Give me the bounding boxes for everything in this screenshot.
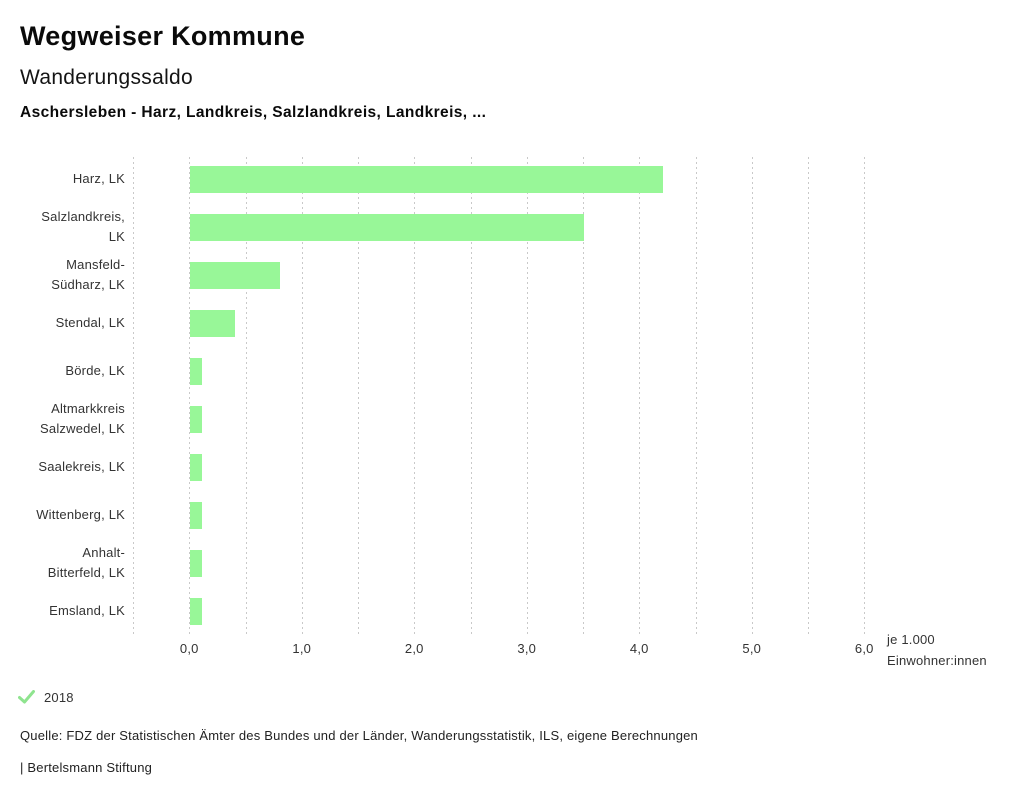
y-axis-labels: Harz, LK Salzlandkreis, LK Mansfeld- Südha… [0,155,125,634]
chart-bar[interactable] [190,501,202,529]
bar-chart-plot-area [133,155,893,634]
legend-year-label: 2018 [44,689,74,705]
gridline [695,157,697,634]
x-axis-tick-label: 3,0 [517,641,537,656]
chart-bar[interactable] [190,405,202,433]
x-axis-unit-label: je 1.000 Einwohner:innen [887,630,987,671]
gridline [245,157,247,634]
x-axis-tick-label: 6,0 [854,641,874,656]
y-axis-label: Börde, LK [65,362,125,378]
chart-bar[interactable] [190,261,281,289]
gridline [301,157,303,634]
chart-bar[interactable] [190,309,236,337]
x-axis-tick-label: 0,0 [179,641,199,656]
checkmark-icon [18,690,35,704]
gridline [358,157,359,634]
gridline [526,157,528,634]
app-title: Wegweiser Kommune [20,21,306,51]
x-axis-tick-label: 5,0 [742,641,762,656]
gridline [864,157,866,634]
gridline [414,157,416,634]
x-axis-unit-line2: Einwohner:innen [887,652,987,668]
gridline [133,157,134,634]
y-axis-label: Emsland, LK [49,602,125,618]
chart-bar[interactable] [190,597,202,625]
gridline [639,157,641,634]
y-axis-label: Saalekreis, LK [38,458,125,474]
attribution-text: | Bertelsmann Stiftung [20,760,153,775]
x-axis-unit-line1: je 1.000 [887,632,935,647]
y-axis-label: Harz, LK [72,170,125,186]
chart-bar[interactable] [190,165,663,193]
y-axis-label: Wittenberg, LK [36,506,125,522]
gridline [751,157,753,634]
y-axis-label: Mansfeld- Südharz, LK [51,256,125,293]
chart-bar[interactable] [190,549,202,577]
x-axis-tick-label: 4,0 [629,641,649,656]
chart-bar[interactable] [190,213,584,241]
gridline [808,157,809,634]
y-axis-label: Salzlandkreis, LK [41,208,125,245]
y-axis-label: Stendal, LK [55,314,125,330]
gridline [470,157,472,634]
gridline [583,157,584,634]
chart-bar[interactable] [190,357,202,385]
x-axis-tick-label: 1,0 [292,641,312,656]
x-axis-tick-label: 2,0 [404,641,424,656]
y-axis-label: Altmarkkreis Salzwedel, LK [40,400,125,437]
chart-title: Wanderungssaldo [20,66,193,89]
region-subtitle: Aschersleben - Harz, Landkreis, Salzland… [20,104,487,121]
chart-bar[interactable] [190,453,202,481]
source-text: Quelle: FDZ der Statistischen Ämter des … [20,728,698,743]
y-axis-label: Anhalt- Bitterfeld, LK [47,544,125,581]
legend-item-2018[interactable]: 2018 [18,688,74,706]
gridline [189,157,191,634]
